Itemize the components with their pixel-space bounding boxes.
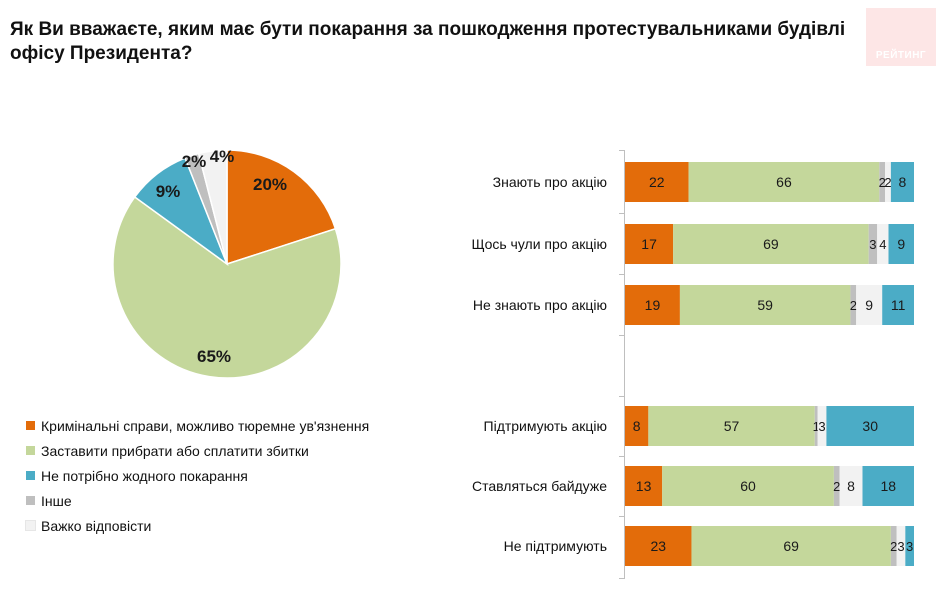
legend-swatch-other [26, 496, 35, 505]
pie-slice-repair [112, 195, 342, 379]
bar-segment-other [814, 406, 818, 446]
bar-segment-none [862, 466, 914, 506]
pie-label-repair: 65% [197, 347, 231, 366]
bar-segment-repair [679, 285, 851, 325]
bar-value-label: 1 [813, 419, 820, 434]
bar-segment-none [882, 285, 914, 325]
bar-value-label: 17 [641, 236, 657, 252]
legend-item-repair: Заставити прибрати або сплатити збитки [26, 438, 369, 463]
bar-segment-hard [856, 285, 883, 325]
bar-value-label: 2 [884, 175, 891, 190]
bar-segment-repair [688, 162, 880, 202]
bar-segment-repair [673, 224, 869, 264]
brand-logo-text: РЕЙТИНГ [875, 50, 927, 61]
pie-legend: Кримінальні справи, можливо тюремне ув'я… [25, 413, 369, 538]
bar-segment-other [890, 526, 897, 566]
pie-label-other: 2% [182, 152, 207, 171]
bar-segment-hard [885, 162, 891, 202]
legend-label-criminal: Кримінальні справи, можливо тюремне ув'я… [41, 417, 370, 434]
pie-label-hard: 4% [210, 147, 235, 166]
bar-value-label: 3 [897, 539, 904, 554]
bar-segment-none [905, 526, 914, 566]
legend-item-other: Інше [26, 488, 369, 513]
bar-value-label: 8 [899, 174, 907, 190]
bar-value-label: 23 [650, 538, 666, 554]
bar-segment-criminal [625, 224, 674, 264]
bar-segment-repair [691, 526, 891, 566]
bar-value-label: 9 [897, 236, 905, 252]
bar-value-label: 22 [649, 174, 665, 190]
legend-label-hard: Важко відповісти [41, 517, 152, 534]
legend-swatch-none [26, 471, 35, 480]
bar-value-label: 69 [763, 236, 779, 252]
legend-swatch-hard [25, 520, 36, 531]
legend-item-criminal: Кримінальні справи, можливо тюремне ув'я… [26, 413, 369, 438]
legend-label-none: Не потрібно жодного покарання [41, 467, 248, 484]
bar-segment-hard [896, 526, 906, 566]
chart-title: Як Ви вважаєте, яким має бути покарання … [10, 19, 846, 64]
bar-segment-none [826, 406, 914, 446]
pie-slice-hard [197, 149, 228, 265]
bar-segment-criminal [625, 526, 692, 566]
bar-value-label: 8 [633, 418, 641, 434]
bar-segment-other [868, 224, 878, 264]
bar-value-label: 66 [776, 174, 792, 190]
legend-label-other: Інше [41, 492, 72, 509]
category-label: Ставляться байдуже [472, 478, 607, 494]
legend-label-repair: Заставити прибрати або сплатити збитки [41, 442, 309, 459]
bar-value-label: 57 [724, 418, 740, 434]
bar-value-label: 59 [757, 297, 773, 313]
bar-segment-none [888, 224, 914, 264]
bar-segment-criminal [625, 406, 649, 446]
bar-value-label: 30 [862, 418, 878, 434]
bar-value-label: 2 [833, 479, 840, 494]
bar-segment-repair [648, 406, 815, 446]
bar-value-label: 11 [891, 297, 906, 313]
bar-segment-criminal [625, 466, 663, 506]
brand-logo: РЕЙТИНГ [866, 8, 936, 66]
legend-swatch-repair [26, 446, 35, 455]
bar-value-label: 18 [880, 478, 896, 494]
bar-segment-hard [817, 406, 827, 446]
bar-value-label: 9 [865, 297, 873, 313]
bar-value-label: 4 [879, 237, 886, 252]
bar-segment-hard [839, 466, 863, 506]
bar-segment-repair [662, 466, 834, 506]
bar-value-label: 69 [783, 538, 799, 554]
bar-value-label: 3 [869, 237, 876, 252]
bar-value-label: 2 [890, 539, 897, 554]
bar-value-label: 2 [850, 298, 857, 313]
legend-swatch-criminal [26, 421, 35, 430]
bar-value-label: 3 [818, 419, 825, 434]
category-label: Знають про акцію [493, 174, 607, 190]
bar-segment-criminal [625, 285, 680, 325]
pie-slice-criminal [226, 149, 337, 266]
bar-value-label: 19 [645, 297, 661, 313]
bar-value-label: 8 [847, 478, 855, 494]
bar-segment-criminal [625, 162, 689, 202]
legend-item-hard: Важко відповісти [25, 513, 369, 538]
bar-value-label: 3 [906, 539, 913, 554]
bar-segment-other [879, 162, 886, 202]
pie-label-criminal: 20% [253, 175, 287, 194]
bar-segment-other [850, 285, 857, 325]
category-label: Підтримують акцію [484, 418, 607, 434]
pie-label-none: 9% [156, 182, 181, 201]
bar-segment-hard [877, 224, 889, 264]
bar-segment-none [890, 162, 914, 202]
legend-item-none: Не потрібно жодного покарання [26, 463, 369, 488]
bar-segment-other [833, 466, 840, 506]
bar-value-label: 60 [740, 478, 756, 494]
category-label: Не підтримують [504, 538, 607, 554]
category-label: Не знають про акцію [473, 297, 607, 313]
bar-value-label: 2 [879, 175, 886, 190]
bar-value-label: 13 [636, 478, 652, 494]
category-label: Щось чули про акцію [471, 236, 607, 252]
